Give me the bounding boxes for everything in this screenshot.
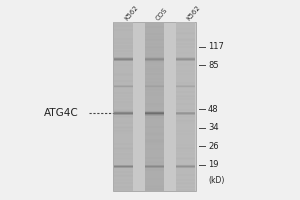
Bar — [176, 86, 195, 87]
Bar — [114, 112, 133, 115]
Bar — [114, 22, 133, 191]
Bar — [114, 165, 133, 168]
Bar — [145, 113, 164, 114]
Bar — [176, 166, 195, 167]
Bar — [176, 165, 195, 168]
Bar — [176, 58, 195, 60]
Text: ATG4C: ATG4C — [44, 108, 78, 118]
Text: 26: 26 — [208, 142, 219, 151]
Bar — [145, 58, 164, 60]
Bar — [145, 86, 164, 87]
Text: (kD): (kD) — [208, 176, 224, 185]
Bar — [176, 85, 195, 88]
Bar — [114, 58, 133, 61]
Text: 117: 117 — [208, 42, 224, 51]
Text: 34: 34 — [208, 123, 219, 132]
Bar — [145, 86, 164, 87]
Bar — [114, 166, 133, 167]
Bar — [114, 113, 133, 114]
Bar — [114, 57, 133, 61]
Text: 19: 19 — [208, 160, 218, 169]
Bar — [114, 85, 133, 88]
Bar — [176, 85, 195, 87]
Bar — [145, 112, 164, 115]
Bar — [145, 165, 164, 168]
Bar — [114, 166, 133, 167]
Text: 48: 48 — [208, 105, 219, 114]
Bar — [145, 165, 164, 168]
Text: 85: 85 — [208, 61, 219, 70]
Bar — [113, 22, 196, 191]
Bar — [176, 166, 195, 167]
Bar — [114, 86, 133, 87]
Text: K562: K562 — [123, 4, 139, 21]
Bar — [145, 85, 164, 87]
Bar — [176, 59, 195, 60]
Bar — [114, 112, 133, 114]
Bar — [176, 165, 195, 168]
Bar — [114, 86, 133, 87]
Bar — [145, 166, 164, 167]
Bar — [176, 112, 195, 115]
Bar — [114, 111, 133, 115]
Bar — [176, 86, 195, 87]
Text: K562: K562 — [186, 4, 202, 21]
Bar — [114, 165, 133, 168]
Bar — [145, 112, 164, 114]
Text: COS: COS — [154, 6, 168, 21]
Bar — [145, 59, 164, 60]
Bar — [176, 112, 195, 114]
Bar — [114, 85, 133, 87]
Bar — [176, 58, 195, 61]
Bar — [114, 59, 133, 60]
Bar — [145, 85, 164, 88]
Bar — [145, 22, 164, 191]
Bar — [114, 58, 133, 60]
Bar — [145, 111, 164, 116]
Bar — [176, 113, 195, 114]
Bar — [176, 57, 195, 61]
Bar — [145, 166, 164, 167]
Bar — [145, 58, 164, 61]
Bar — [176, 22, 195, 191]
Bar — [176, 112, 195, 115]
Bar — [145, 57, 164, 61]
